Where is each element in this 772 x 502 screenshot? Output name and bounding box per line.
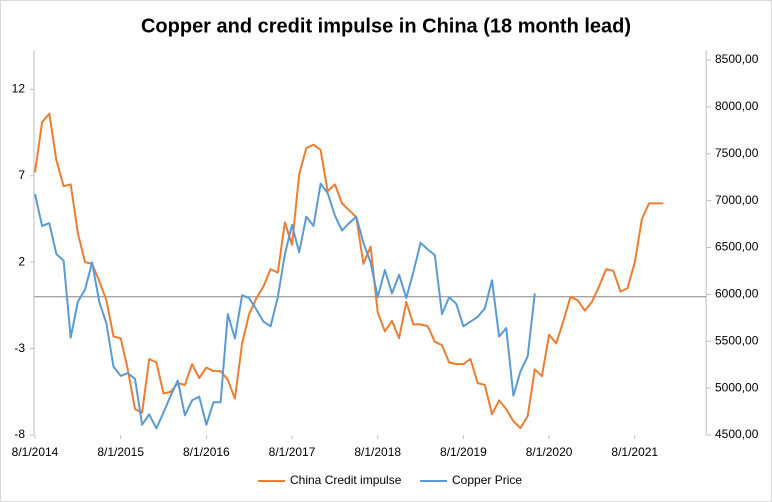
x-tick-label: 8/1/2018 bbox=[354, 445, 401, 459]
x-tick-label: 8/1/2014 bbox=[12, 445, 59, 459]
series-line bbox=[34, 182, 536, 430]
x-tick-label: 8/1/2021 bbox=[611, 445, 658, 459]
x-tick-label: 8/1/2019 bbox=[440, 445, 487, 459]
y-tick-label: -3 bbox=[14, 341, 25, 355]
y-tick-label: 7 bbox=[18, 168, 25, 182]
x-tick-label: 8/1/2016 bbox=[183, 445, 230, 459]
chart-title: Copper and credit impulse in China (18 m… bbox=[141, 15, 631, 37]
y2-tick-label: 5500,00 bbox=[715, 333, 759, 347]
y2-tick-label: 7500,00 bbox=[715, 146, 759, 160]
y2-tick-label: 8500,00 bbox=[715, 52, 759, 66]
y-tick-label: -8 bbox=[14, 427, 25, 441]
x-tick-label: 8/1/2017 bbox=[269, 445, 316, 459]
y2-tick-label: 6500,00 bbox=[715, 240, 759, 254]
y2-tick-label: 7000,00 bbox=[715, 193, 759, 207]
y2-tick-label: 6000,00 bbox=[715, 287, 759, 301]
x-tick-label: 8/1/2015 bbox=[97, 445, 144, 459]
legend-label: Copper Price bbox=[452, 473, 522, 487]
y-tick-label: 12 bbox=[12, 82, 26, 96]
y2-tick-label: 8000,00 bbox=[715, 99, 759, 113]
y2-tick-label: 4500,00 bbox=[715, 427, 759, 441]
legend-label: China Credit impulse bbox=[290, 473, 402, 487]
y2-tick-label: 5000,00 bbox=[715, 380, 759, 394]
x-tick-label: 8/1/2020 bbox=[526, 445, 573, 459]
y-tick-label: 2 bbox=[18, 254, 25, 268]
